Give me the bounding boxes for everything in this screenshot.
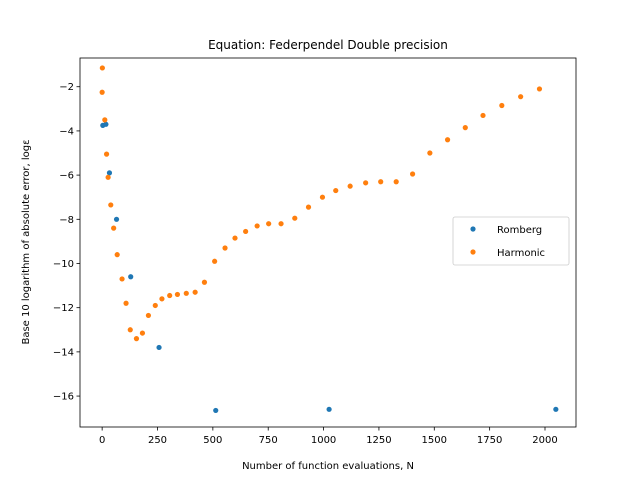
x-tick-label: 2000 bbox=[532, 435, 557, 446]
point-harmonic bbox=[305, 204, 312, 210]
point-harmonic bbox=[444, 137, 451, 143]
y-tick-label: −2 bbox=[59, 82, 74, 93]
point-harmonic bbox=[111, 225, 117, 231]
point-harmonic bbox=[518, 94, 524, 100]
point-romberg bbox=[156, 344, 162, 351]
point-harmonic bbox=[114, 252, 120, 258]
point-romberg bbox=[103, 121, 109, 127]
point-romberg bbox=[106, 170, 113, 176]
point-harmonic bbox=[462, 125, 468, 131]
y-tick-label: −8 bbox=[59, 215, 74, 226]
point-harmonic bbox=[333, 187, 339, 194]
x-tick-label: 500 bbox=[203, 435, 222, 446]
point-harmonic bbox=[99, 89, 105, 95]
legend-marker-harmonic bbox=[470, 249, 476, 255]
y-tick-label: −6 bbox=[59, 171, 74, 182]
point-harmonic bbox=[167, 292, 173, 299]
point-harmonic bbox=[212, 258, 218, 264]
point-harmonic bbox=[266, 221, 272, 227]
point-harmonic bbox=[319, 194, 326, 200]
point-romberg bbox=[326, 406, 332, 412]
x-tick-label: 1250 bbox=[366, 435, 391, 446]
x-axis-label: Number of function evaluations, N bbox=[242, 461, 414, 472]
point-harmonic bbox=[102, 117, 108, 123]
point-romberg bbox=[553, 406, 559, 412]
legend-label-harmonic: Harmonic bbox=[497, 248, 545, 259]
point-harmonic bbox=[133, 336, 140, 342]
point-harmonic bbox=[145, 312, 152, 319]
point-harmonic bbox=[378, 179, 384, 185]
point-romberg bbox=[113, 216, 120, 222]
chart-title: Equation: Federpendel Double precision bbox=[208, 38, 448, 52]
point-harmonic bbox=[536, 86, 543, 92]
point-harmonic bbox=[278, 221, 284, 227]
point-harmonic bbox=[127, 327, 133, 333]
data-points bbox=[99, 65, 559, 414]
y-tick-label: −4 bbox=[59, 126, 74, 137]
y-axis-label: Base 10 logarithm of absolute error, log… bbox=[21, 139, 32, 344]
point-harmonic bbox=[192, 289, 198, 295]
point-romberg bbox=[213, 407, 219, 414]
point-harmonic bbox=[99, 65, 105, 71]
point-harmonic bbox=[292, 215, 298, 221]
x-tick-label: 1750 bbox=[477, 435, 502, 446]
y-tick-label: −14 bbox=[53, 347, 74, 358]
point-harmonic bbox=[119, 276, 125, 282]
x-tick-label: 1500 bbox=[422, 435, 447, 446]
legend-box bbox=[452, 216, 570, 266]
y-tick-label: −10 bbox=[53, 259, 74, 270]
plot-frame bbox=[79, 57, 577, 428]
x-tick-label: 0 bbox=[99, 435, 105, 446]
point-harmonic bbox=[409, 171, 416, 177]
point-harmonic bbox=[152, 302, 158, 309]
y-tick-label: −16 bbox=[53, 392, 74, 403]
point-harmonic bbox=[254, 223, 260, 229]
legend-label-romberg: Romberg bbox=[497, 225, 542, 236]
point-harmonic bbox=[183, 290, 189, 296]
point-harmonic bbox=[232, 235, 238, 241]
point-harmonic bbox=[480, 112, 486, 119]
y-axis: −16 −14 −12 −10 −8 −6 −4 −2 bbox=[53, 82, 80, 403]
point-harmonic bbox=[123, 300, 129, 306]
point-harmonic bbox=[201, 279, 208, 285]
point-harmonic bbox=[139, 330, 146, 336]
point-harmonic bbox=[108, 202, 114, 208]
legend-marker-romberg bbox=[470, 226, 476, 232]
point-harmonic bbox=[222, 245, 228, 251]
point-harmonic bbox=[103, 151, 110, 157]
x-tick-label: 1000 bbox=[311, 435, 336, 446]
x-tick-label: 750 bbox=[259, 435, 278, 446]
y-tick-label: −12 bbox=[53, 303, 74, 314]
point-harmonic bbox=[427, 150, 433, 156]
point-harmonic bbox=[499, 102, 505, 109]
point-harmonic bbox=[243, 228, 249, 235]
point-harmonic bbox=[174, 291, 181, 298]
legend: Romberg Harmonic bbox=[452, 216, 570, 266]
point-harmonic bbox=[159, 296, 165, 302]
x-tick-label: 250 bbox=[148, 435, 167, 446]
point-romberg bbox=[128, 274, 134, 280]
point-harmonic bbox=[363, 180, 369, 186]
point-harmonic bbox=[393, 179, 399, 185]
point-harmonic bbox=[347, 183, 353, 189]
point-harmonic bbox=[105, 174, 111, 180]
x-axis: 0 250 500 750 1000 1250 1500 1750 2000 bbox=[99, 427, 558, 446]
